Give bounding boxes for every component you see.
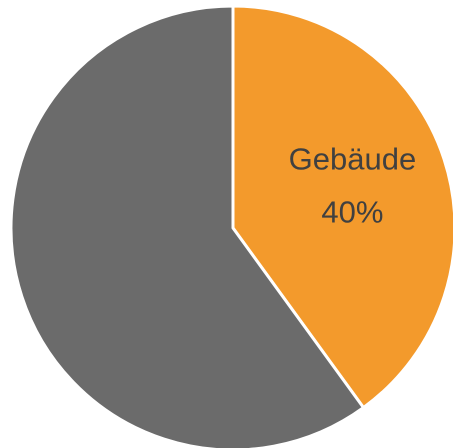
pie-slice — [9, 4, 365, 448]
slice-label: Gebäude — [289, 141, 417, 176]
slice-value-label: 40% — [321, 194, 383, 229]
pie-slice — [231, 4, 453, 410]
